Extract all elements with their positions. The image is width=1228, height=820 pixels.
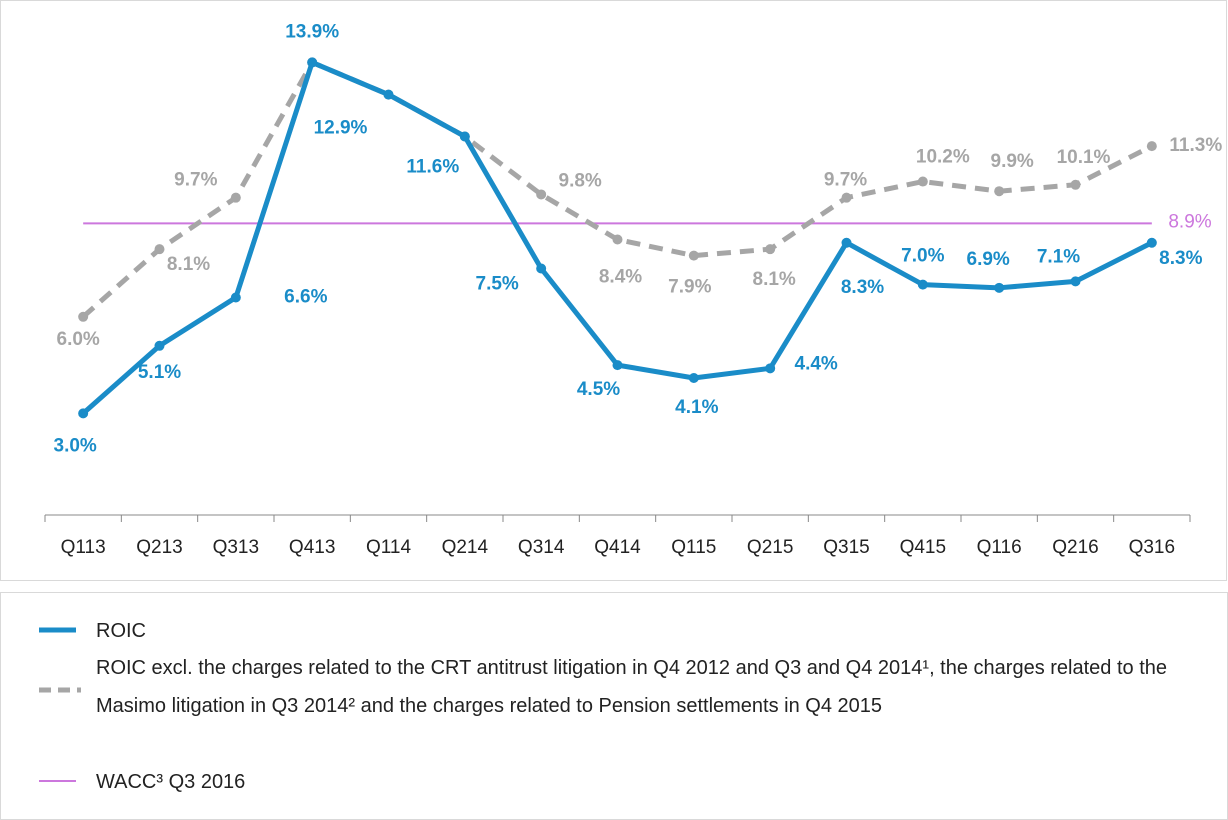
x-tick-label: Q415 xyxy=(900,537,946,558)
x-tick-label: Q214 xyxy=(442,537,489,558)
point xyxy=(154,244,165,255)
reference-label: 8.9% xyxy=(1168,211,1211,232)
value-label: 8.3% xyxy=(1159,248,1202,269)
value-label: 3.0% xyxy=(54,435,97,456)
value-label: 8.1% xyxy=(167,254,210,275)
point xyxy=(917,279,928,290)
point xyxy=(841,192,852,203)
value-label: 11.6% xyxy=(406,156,459,177)
point xyxy=(536,263,547,274)
point xyxy=(536,189,547,200)
value-label: 4.1% xyxy=(675,397,718,418)
point xyxy=(307,57,318,68)
x-tick-label: Q316 xyxy=(1129,537,1175,558)
value-label: 6.6% xyxy=(284,286,327,307)
x-tick-label: Q413 xyxy=(289,537,335,558)
legend: ROIC ROIC excl. the charges related to t… xyxy=(0,592,1228,820)
x-tick-label: Q115 xyxy=(671,537,716,558)
value-label: 12.9% xyxy=(314,118,368,139)
value-label: 7.9% xyxy=(668,277,711,298)
point xyxy=(1146,141,1157,152)
point xyxy=(612,234,623,245)
x-tick-label: Q313 xyxy=(213,537,259,558)
x-tick-label: Q213 xyxy=(136,537,182,558)
value-label: 6.9% xyxy=(967,249,1010,270)
value-label: 7.0% xyxy=(901,246,944,267)
value-label: 4.4% xyxy=(795,353,838,374)
x-tick-label: Q116 xyxy=(977,537,1022,558)
value-label: 10.1% xyxy=(1057,147,1111,168)
value-label: 8.3% xyxy=(841,277,884,298)
point xyxy=(1070,276,1081,287)
x-tick-label: Q414 xyxy=(594,537,641,558)
legend-keys xyxy=(39,627,81,782)
point xyxy=(1146,237,1157,248)
value-label: 9.8% xyxy=(559,170,602,191)
chart-frame xyxy=(0,0,1227,581)
point xyxy=(765,363,776,374)
point xyxy=(230,192,241,203)
chart: Q113 Q213 Q313 Q413 Q114 Q214 Q314 Q414 Q115 Q215… xyxy=(0,0,1227,581)
value-label: 7.1% xyxy=(1037,246,1080,267)
point xyxy=(994,186,1005,197)
point xyxy=(688,250,699,261)
point xyxy=(994,282,1005,293)
value-label: 8.1% xyxy=(753,269,796,290)
value-label: 6.0% xyxy=(57,329,100,350)
legend-label: ROIC xyxy=(96,620,146,642)
legend-label: ROIC excl. the charges related to the CR… xyxy=(96,657,1167,717)
value-label: 4.5% xyxy=(577,379,620,400)
value-label: 9.9% xyxy=(991,151,1034,172)
value-label: 8.4% xyxy=(599,267,642,288)
value-label: 9.7% xyxy=(824,170,867,191)
point xyxy=(917,176,928,187)
point xyxy=(688,372,699,383)
value-label: 13.9% xyxy=(285,21,339,42)
point xyxy=(154,340,165,351)
value-label: 9.7% xyxy=(174,170,217,191)
x-tick-label: Q315 xyxy=(823,537,869,558)
point xyxy=(78,311,89,322)
x-tick-label: Q114 xyxy=(366,537,412,558)
point xyxy=(383,89,394,100)
value-label: 5.1% xyxy=(138,362,181,383)
legend-label: WACC³ Q3 2016 xyxy=(96,771,246,793)
point xyxy=(1070,179,1081,190)
x-tick-label: Q216 xyxy=(1052,537,1098,558)
value-label: 7.5% xyxy=(476,274,519,295)
point xyxy=(78,408,89,419)
point xyxy=(841,237,852,248)
point xyxy=(459,131,470,142)
x-tick-label: Q113 xyxy=(61,537,106,558)
point xyxy=(765,244,776,255)
x-tick-label: Q215 xyxy=(747,537,793,558)
value-label: 10.2% xyxy=(916,147,970,168)
point xyxy=(612,360,623,371)
x-tick-label: Q314 xyxy=(518,537,565,558)
point xyxy=(230,292,241,303)
value-label: 11.3% xyxy=(1169,135,1222,156)
